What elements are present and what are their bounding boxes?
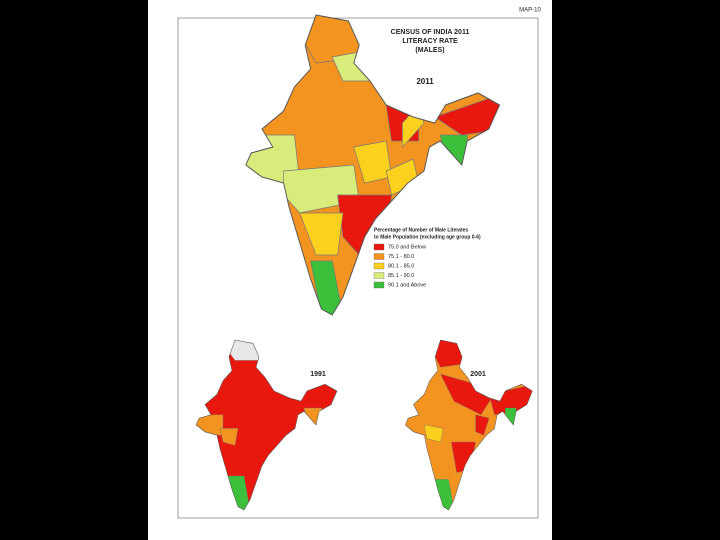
legend-swatch (373, 272, 385, 279)
legend-label: 80.1 - 85.0 (388, 263, 414, 269)
map-title: (MALES) (415, 47, 444, 54)
map-id: MAP-10 (519, 8, 541, 14)
legend-title: to Male Population (excluding age group … (374, 234, 481, 240)
map-year: 2001 (470, 371, 486, 378)
map-frame (177, 17, 539, 519)
map-year: 2011 (416, 77, 434, 86)
legend-label: 75.0 and Below (388, 244, 426, 250)
map-title: CENSUS OF INDIA 2011 (391, 29, 470, 36)
legend-label: 90.1 and Above (388, 282, 426, 288)
legend-title: Percentage of Number of Male Literates (374, 227, 468, 233)
map-title: LITERACY RATE (402, 38, 458, 45)
map-year: 1991 (310, 371, 326, 378)
legend-swatch (373, 253, 385, 260)
legend: Percentage of Number of Male Literates t… (373, 227, 481, 289)
legend-swatch (373, 281, 385, 289)
legend-swatch (373, 262, 385, 270)
legend-swatch (373, 243, 385, 251)
legend-label: 75.1 - 80.0 (388, 254, 414, 260)
legend-label: 85.1 - 90.0 (388, 273, 414, 279)
